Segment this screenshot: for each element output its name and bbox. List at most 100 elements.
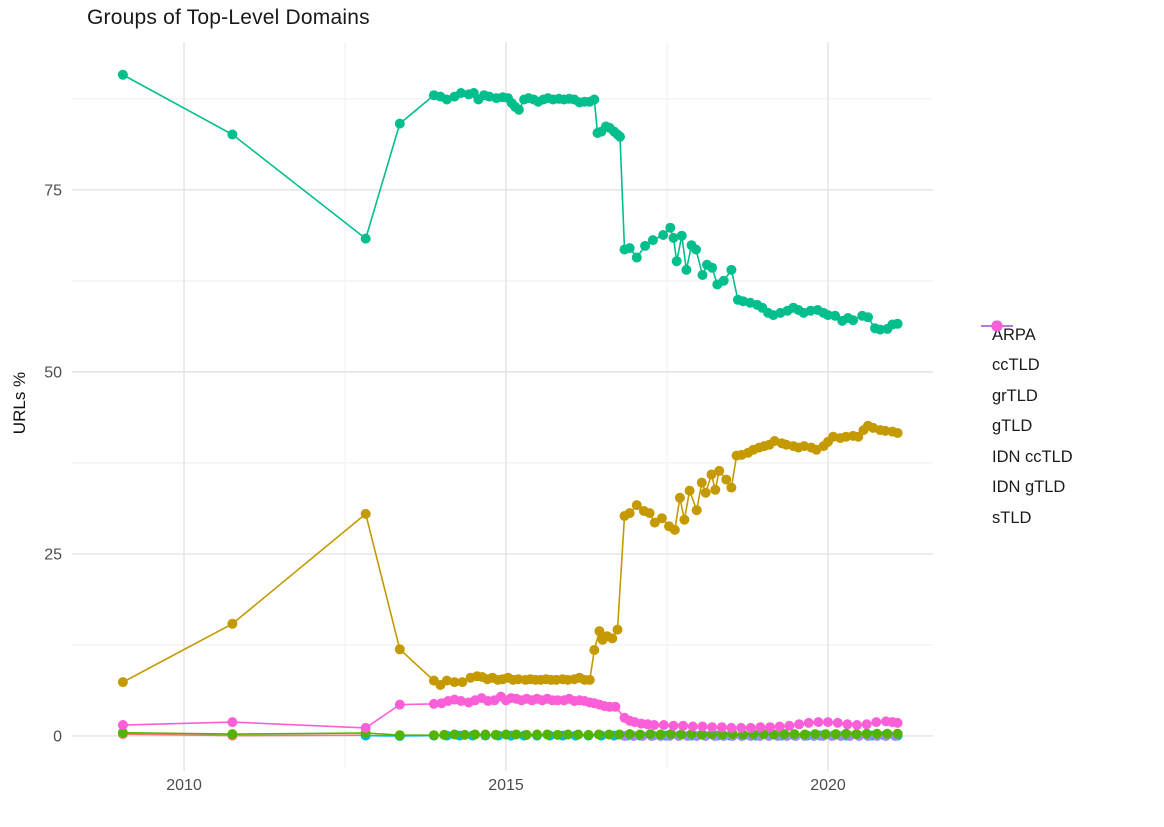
data-point <box>799 729 810 740</box>
data-point <box>716 722 727 733</box>
data-point <box>456 696 466 706</box>
data-point <box>794 719 805 730</box>
y-tick-label: 75 <box>44 182 62 199</box>
data-point <box>658 720 669 730</box>
data-point <box>726 722 737 733</box>
data-point <box>117 727 128 738</box>
data-point <box>439 729 450 740</box>
data-point <box>669 524 680 535</box>
data-point <box>872 728 882 739</box>
data-point <box>615 131 625 142</box>
data-point <box>848 315 859 326</box>
data-point <box>684 485 695 496</box>
data-point <box>562 729 573 740</box>
data-point <box>892 728 903 739</box>
data-point <box>696 729 707 740</box>
data-point <box>604 729 615 740</box>
data-point <box>707 729 718 740</box>
data-point <box>624 729 635 740</box>
data-point <box>449 729 460 740</box>
data-point <box>710 484 721 495</box>
data-point <box>830 310 841 321</box>
data-point <box>676 729 687 740</box>
data-point <box>668 720 679 731</box>
legend-item-idn-cctld: IDN ccTLD <box>981 320 1073 473</box>
data-point <box>706 469 717 480</box>
legend-item-cctld: ccTLD <box>981 320 1073 382</box>
data-point <box>745 722 756 733</box>
data-point <box>644 508 655 519</box>
data-point <box>227 129 238 140</box>
data-point <box>117 720 128 730</box>
data-point <box>687 721 698 732</box>
data-point <box>852 720 862 730</box>
data-point <box>674 492 685 503</box>
data-point <box>645 729 656 740</box>
data-point <box>676 230 687 241</box>
data-point <box>649 720 660 730</box>
legend-item-stld: sTLD <box>981 320 1073 534</box>
data-point <box>428 698 439 709</box>
data-point <box>583 729 594 740</box>
data-point <box>227 717 238 728</box>
data-point <box>784 720 795 731</box>
data-point <box>691 244 701 255</box>
data-point <box>671 256 682 267</box>
legend-label: IDN gTLD <box>992 478 1066 497</box>
data-point <box>521 729 532 740</box>
legend-key-icon <box>981 320 1013 332</box>
data-point <box>665 729 676 740</box>
data-point <box>892 428 903 438</box>
data-point <box>589 645 600 655</box>
data-point <box>449 677 460 688</box>
legend-item-idn-gtld: IDN gTLD <box>981 320 1073 504</box>
data-point <box>647 235 658 246</box>
data-point <box>892 318 903 329</box>
chart-title: Groups of Top-Level Domains <box>87 6 370 29</box>
data-point <box>697 721 708 732</box>
data-point <box>573 729 584 740</box>
data-point <box>851 729 862 740</box>
x-tick-label: 2010 <box>166 777 202 794</box>
data-point <box>631 252 642 263</box>
data-point <box>227 618 238 629</box>
data-point <box>679 514 690 525</box>
y-axis-title: URLs % <box>10 371 29 435</box>
y-tick-label: 25 <box>44 546 62 563</box>
data-point <box>755 722 766 733</box>
data-point <box>726 482 737 493</box>
data-point <box>714 465 725 476</box>
data-point <box>394 699 405 710</box>
data-point <box>490 729 501 740</box>
data-point <box>668 232 679 243</box>
series-grtld <box>117 727 903 741</box>
legend-label: gTLD <box>992 417 1033 436</box>
data-point <box>774 721 785 732</box>
data-point <box>394 644 405 655</box>
series-gtld <box>117 69 903 335</box>
x-tick-label: 2015 <box>488 777 524 794</box>
data-point <box>707 722 718 733</box>
data-point <box>789 729 800 740</box>
data-point <box>607 633 618 644</box>
data-point <box>691 505 702 516</box>
data-point <box>721 474 732 485</box>
data-point <box>736 722 747 733</box>
data-point <box>803 717 814 728</box>
data-point <box>394 730 405 741</box>
data-point <box>593 729 604 740</box>
series-arpa <box>117 729 371 741</box>
data-point <box>832 717 843 728</box>
data-point <box>441 94 452 105</box>
data-point <box>457 677 468 688</box>
y-tick-label: 50 <box>44 364 62 381</box>
data-point <box>892 717 903 728</box>
series-line <box>122 425 898 686</box>
data-point <box>441 675 452 686</box>
data-point <box>117 677 128 688</box>
data-point <box>117 69 128 80</box>
legend-label: ccTLD <box>992 356 1040 375</box>
data-point <box>686 729 697 740</box>
